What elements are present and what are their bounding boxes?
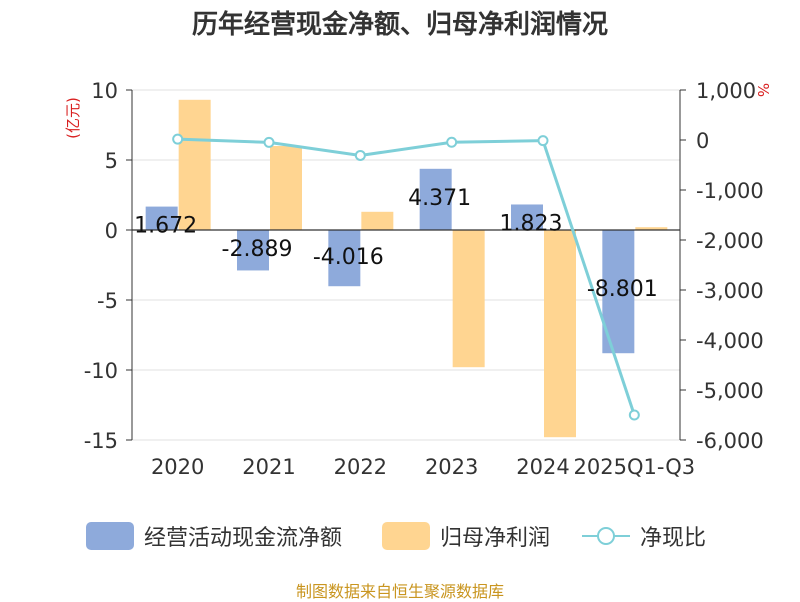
data-label-ocf: -8.801: [587, 277, 658, 302]
data-label-ocf: 1.823: [500, 211, 563, 236]
bar-np: [361, 211, 394, 230]
bar-ocf: [328, 230, 361, 287]
category-label: 2025Q1-Q3: [574, 455, 696, 479]
bar-ocf: [511, 204, 543, 230]
bar-np: [452, 230, 485, 368]
right-tick-label: -1,000: [696, 179, 764, 203]
category-label: 2022: [334, 455, 387, 479]
bar-np: [178, 99, 211, 230]
right-tick-label: 1,000: [696, 79, 756, 103]
legend-line-ratio-icon: [582, 522, 630, 550]
legend: 经营活动现金流净额 归母净利润 净现比: [0, 516, 800, 556]
ratio-point: [628, 409, 640, 421]
legend-swatch-ocf: [86, 522, 134, 550]
left-tick-label: 10: [91, 79, 118, 103]
bar-ocf: [419, 168, 452, 230]
right-tick-label: -6,000: [696, 429, 764, 453]
category-label: 2023: [425, 455, 478, 479]
legend-item-ratio[interactable]: 净现比: [582, 516, 706, 556]
right-tick-label: -2,000: [696, 229, 764, 253]
ratio-point: [172, 133, 184, 145]
legend-item-np[interactable]: 归母净利润: [382, 516, 550, 556]
ratio-line: [177, 137, 636, 416]
source-footer: 制图数据来自恒生聚源数据库: [295, 582, 504, 601]
legend-item-ocf[interactable]: 经营活动现金流净额: [86, 516, 342, 556]
right-tick-label: -5,000: [696, 379, 764, 403]
category-label: 2024: [516, 455, 569, 479]
grid-layer: [132, 89, 680, 441]
category-label: 2021: [242, 455, 295, 479]
left-tick-label: -15: [84, 429, 118, 453]
legend-label-ratio: 净现比: [640, 526, 707, 551]
right-axis-unit-label: %: [754, 83, 772, 97]
left-tick-label: -10: [84, 359, 118, 383]
left-tick-label: 0: [105, 219, 118, 243]
bar-ocf: [237, 230, 269, 271]
bar-np: [270, 146, 302, 230]
data-label-ocf: -4.016: [313, 245, 384, 270]
bar-np: [635, 227, 668, 230]
chart-title: 历年经营现金净额、归母净利润情况: [191, 10, 608, 40]
left-tick-label: 5: [105, 149, 118, 173]
legend-swatch-np: [382, 522, 430, 550]
legend-label-np: 归母净利润: [440, 526, 551, 551]
right-tick-label: -3,000: [696, 279, 764, 303]
bar-np: [544, 230, 576, 438]
ratio-point: [446, 136, 458, 148]
bar-ocf: [145, 206, 178, 230]
right-tick-label: 0: [696, 129, 709, 153]
left-tick-label: -5: [97, 289, 118, 313]
category-label: 2020: [151, 455, 204, 479]
bar-layer: [145, 99, 668, 438]
label-layer: 1.672 -2.889 -4.016 4.371 1.823 -8.801: [134, 186, 658, 302]
ratio-point: [263, 136, 275, 148]
data-label-ocf: 1.672: [134, 214, 197, 239]
line-layer: [172, 133, 640, 421]
left-axis-unit-label: (亿元): [64, 97, 82, 139]
data-label-ocf: 4.371: [408, 186, 471, 211]
right-tick-label: -4,000: [696, 329, 764, 353]
legend-label-ocf: 经营活动现金流净额: [144, 526, 343, 551]
data-label-ocf: -2.889: [222, 237, 293, 262]
ratio-point: [537, 135, 549, 147]
ratio-point: [354, 149, 366, 161]
axis-layer: 10 5 0 -5 -10 -15 1,000 0 -1,000 -2,000 -3,000 -4,0…: [84, 79, 764, 479]
